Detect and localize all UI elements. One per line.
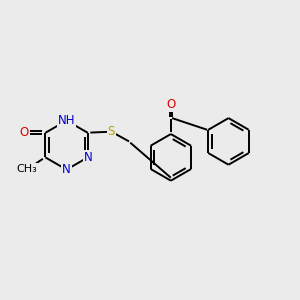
Text: O: O xyxy=(166,98,176,111)
Text: NH: NH xyxy=(58,114,75,127)
Text: N: N xyxy=(83,151,92,164)
Text: S: S xyxy=(107,125,115,138)
Text: CH₃: CH₃ xyxy=(16,164,37,174)
Text: O: O xyxy=(20,126,29,139)
Text: N: N xyxy=(62,163,71,176)
